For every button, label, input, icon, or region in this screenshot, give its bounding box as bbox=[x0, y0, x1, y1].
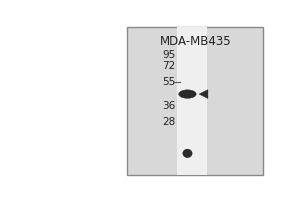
Polygon shape bbox=[199, 90, 208, 98]
Bar bbox=[127, 27, 263, 175]
Ellipse shape bbox=[183, 149, 192, 158]
Text: MDA-MB435: MDA-MB435 bbox=[160, 35, 231, 48]
Text: 72: 72 bbox=[163, 61, 176, 71]
Text: 28: 28 bbox=[163, 117, 176, 127]
Text: 55: 55 bbox=[163, 77, 176, 87]
Text: 95: 95 bbox=[163, 50, 176, 60]
Ellipse shape bbox=[179, 90, 196, 98]
Text: 36: 36 bbox=[163, 101, 176, 111]
Bar bbox=[177, 27, 207, 175]
